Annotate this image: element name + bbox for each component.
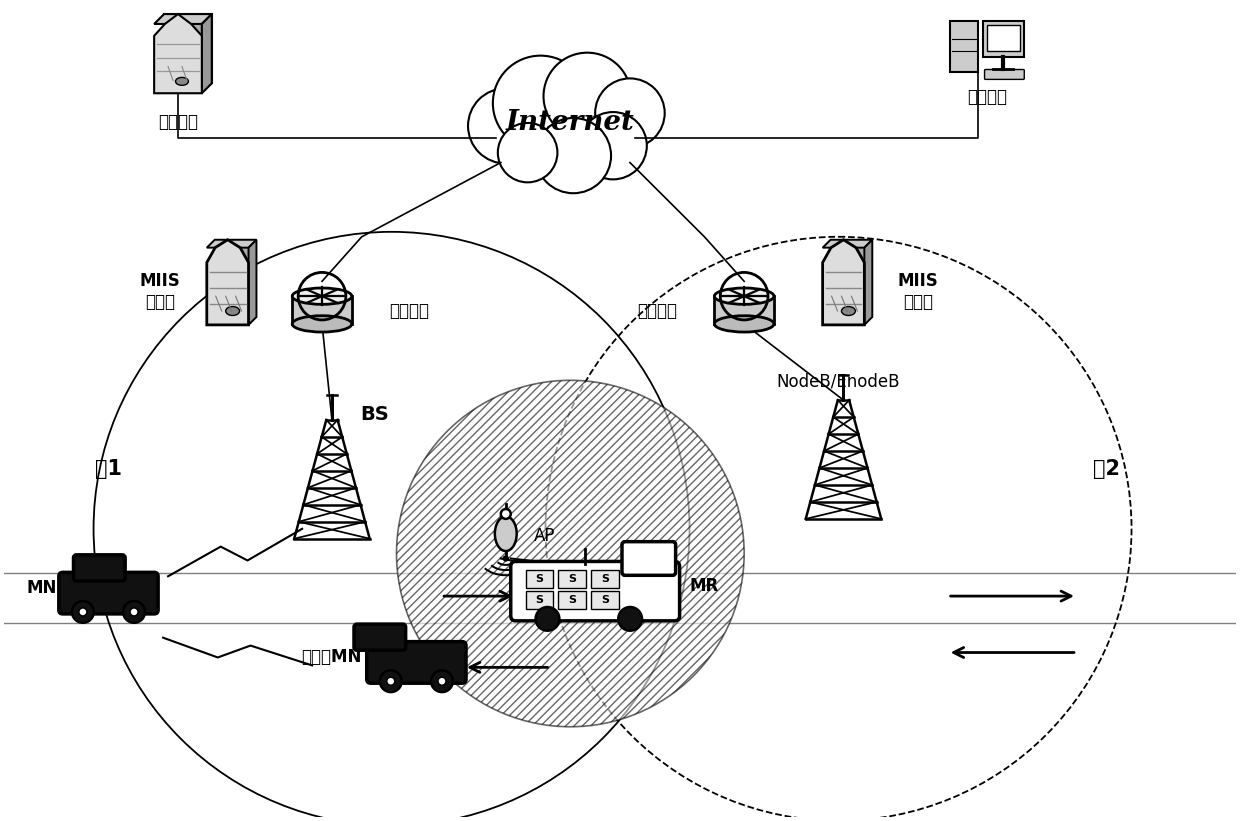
Polygon shape <box>822 240 872 248</box>
Text: 域1: 域1 <box>95 460 122 479</box>
FancyBboxPatch shape <box>622 542 676 576</box>
Text: S: S <box>536 595 543 605</box>
Bar <box>987 25 1021 51</box>
Polygon shape <box>207 240 257 248</box>
Circle shape <box>467 89 543 163</box>
FancyBboxPatch shape <box>58 572 159 614</box>
Polygon shape <box>154 14 212 24</box>
Text: 接入路由: 接入路由 <box>389 302 429 320</box>
Bar <box>591 591 619 609</box>
FancyBboxPatch shape <box>73 555 125 581</box>
FancyBboxPatch shape <box>511 562 680 621</box>
Ellipse shape <box>714 316 774 332</box>
Circle shape <box>501 509 511 519</box>
Circle shape <box>379 670 402 692</box>
FancyBboxPatch shape <box>985 70 1024 80</box>
Bar <box>558 571 587 588</box>
Circle shape <box>130 608 138 616</box>
Text: 接入路由: 接入路由 <box>637 302 677 320</box>
Circle shape <box>543 53 631 140</box>
Text: AP: AP <box>533 527 556 544</box>
Circle shape <box>432 670 453 692</box>
Text: MIIS
服务器: MIIS 服务器 <box>898 272 939 310</box>
Text: MIIS
服务器: MIIS 服务器 <box>140 272 181 310</box>
Circle shape <box>579 112 647 179</box>
Ellipse shape <box>714 288 774 305</box>
Text: NodeB/EnodeB: NodeB/EnodeB <box>776 372 900 390</box>
Circle shape <box>72 601 94 623</box>
Text: S: S <box>536 574 543 585</box>
Text: 域2: 域2 <box>1094 460 1120 479</box>
Text: MR: MR <box>689 577 719 595</box>
Circle shape <box>438 677 446 686</box>
Text: MN: MN <box>26 579 57 597</box>
Text: 家乡代理: 家乡代理 <box>157 113 198 131</box>
Ellipse shape <box>293 288 352 305</box>
Polygon shape <box>154 14 202 94</box>
Polygon shape <box>248 240 257 325</box>
Circle shape <box>536 118 611 193</box>
Ellipse shape <box>176 77 188 85</box>
Text: Internet: Internet <box>506 109 635 136</box>
Text: S: S <box>601 574 609 585</box>
Polygon shape <box>822 240 864 325</box>
Text: S: S <box>601 595 609 605</box>
Text: S: S <box>568 574 577 585</box>
Polygon shape <box>864 240 872 325</box>
Ellipse shape <box>495 516 517 551</box>
Circle shape <box>503 556 508 561</box>
Polygon shape <box>215 240 257 317</box>
Circle shape <box>492 56 588 151</box>
Text: BS: BS <box>360 406 388 424</box>
Polygon shape <box>202 14 212 94</box>
Circle shape <box>536 607 559 631</box>
Bar <box>526 571 553 588</box>
Bar <box>558 591 587 609</box>
Bar <box>591 571 619 588</box>
Ellipse shape <box>842 306 856 315</box>
Polygon shape <box>293 296 352 324</box>
Circle shape <box>619 607 642 631</box>
Bar <box>982 21 1024 57</box>
Polygon shape <box>714 296 774 324</box>
Text: 对应节点: 对应节点 <box>967 89 1008 106</box>
Polygon shape <box>164 14 212 84</box>
Circle shape <box>497 123 558 182</box>
FancyBboxPatch shape <box>353 624 405 650</box>
Polygon shape <box>831 240 872 317</box>
Text: 反方向MN: 反方向MN <box>301 649 362 667</box>
Bar <box>526 591 553 609</box>
Circle shape <box>79 608 87 616</box>
Circle shape <box>595 78 665 148</box>
Circle shape <box>397 380 744 727</box>
Ellipse shape <box>226 306 239 315</box>
Circle shape <box>387 677 394 686</box>
FancyBboxPatch shape <box>367 642 466 683</box>
Text: S: S <box>568 595 577 605</box>
Polygon shape <box>207 240 248 325</box>
Bar <box>950 21 977 72</box>
Circle shape <box>123 601 145 623</box>
Ellipse shape <box>293 316 352 332</box>
